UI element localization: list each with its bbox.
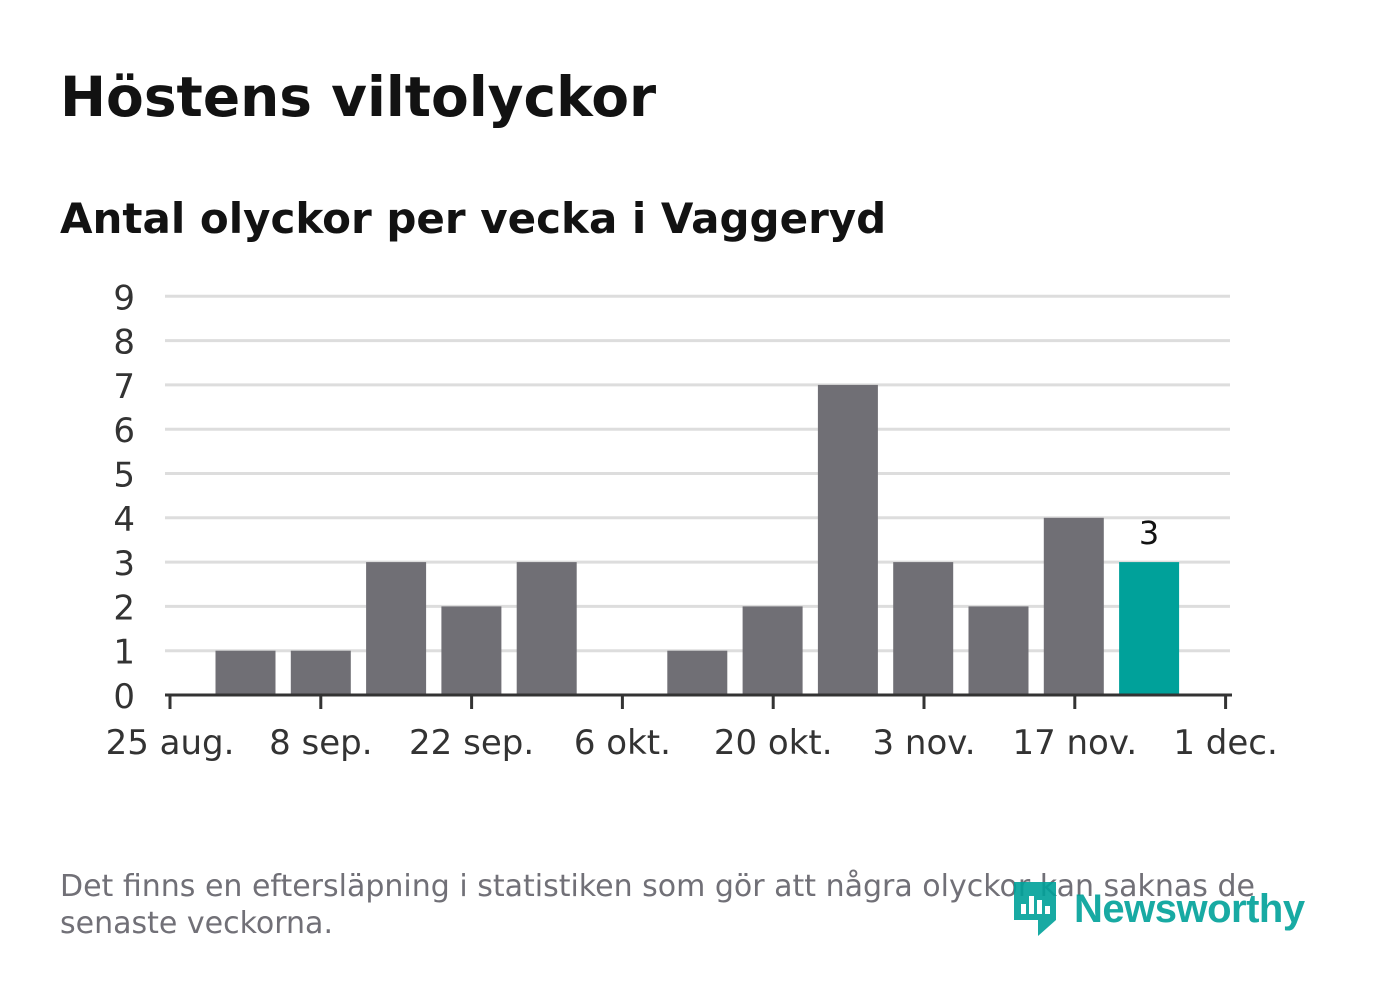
- x-tick-label: 6 okt.: [574, 723, 671, 763]
- newsworthy-logo: Newsworthy: [1010, 876, 1320, 942]
- logo-text: Newsworthy: [1074, 886, 1305, 931]
- y-tick-label: 3: [113, 544, 135, 584]
- bar: [441, 606, 502, 695]
- x-tick-label: 1 dec.: [1173, 723, 1277, 763]
- y-tick-label: 5: [113, 456, 135, 496]
- bar: [215, 650, 276, 695]
- annotations: 3: [1139, 514, 1159, 552]
- x-tick-label: 8 sep.: [269, 723, 372, 763]
- bar: [290, 650, 351, 695]
- bar: [1043, 517, 1104, 695]
- bar: [893, 562, 954, 695]
- bar: [817, 384, 878, 695]
- y-tick-label: 7: [113, 367, 135, 407]
- x-tick-label: 3 nov.: [872, 723, 975, 763]
- x-axis: 25 aug. 8 sep. 22 sep. 6 okt. 20 okt. 3 nov. 1…: [106, 693, 1278, 763]
- chart-title: Höstens viltolyckor: [60, 65, 657, 129]
- y-tick-label: 4: [113, 500, 135, 540]
- y-tick-label: 9: [113, 278, 135, 318]
- x-tick-label: 25 aug.: [106, 723, 235, 763]
- bar: [516, 562, 577, 695]
- data-label: 3: [1139, 514, 1159, 552]
- y-tick-label: 6: [113, 411, 135, 451]
- y-tick-label: 0: [113, 677, 135, 717]
- x-tick-label: 17 nov.: [1012, 723, 1137, 763]
- bar: [968, 606, 1029, 695]
- x-tick-label: 22 sep.: [409, 723, 534, 763]
- x-tick-label: 20 okt.: [714, 723, 833, 763]
- bar: [1119, 562, 1180, 695]
- y-tick-label: 2: [113, 588, 135, 628]
- bar: [667, 650, 728, 695]
- chart-subtitle: Antal olyckor per vecka i Vaggeryd: [60, 194, 887, 243]
- newsworthy-logo-icon: [1014, 882, 1056, 936]
- y-tick-label: 8: [113, 323, 135, 363]
- y-tick-label: 1: [113, 633, 135, 673]
- bar: [742, 606, 803, 695]
- bar: [366, 562, 427, 695]
- bars: [215, 384, 1180, 695]
